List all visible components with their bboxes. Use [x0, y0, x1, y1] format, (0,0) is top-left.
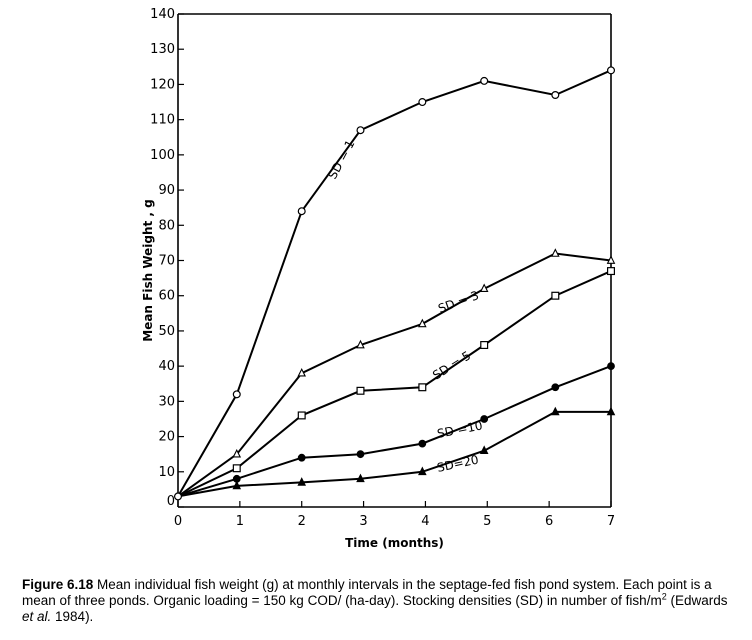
x-tick-label: 3	[359, 514, 367, 529]
line-chart: 10 20 30 40 50 60 70 80 90 100 110 120 130 140 0 0 1 2 3 4 5…	[141, 7, 616, 550]
data-point	[174, 492, 183, 501]
data-point	[551, 248, 560, 257]
caption-year: 1984).	[51, 609, 94, 624]
caption-text: Mean individual fish weight (g) at month…	[22, 577, 712, 608]
x-axis-title: Time (months)	[345, 536, 444, 550]
data-point	[606, 255, 616, 264]
series-label: SD=20	[436, 452, 480, 474]
caption-label: Figure 6.18	[22, 577, 94, 592]
data-point	[607, 362, 615, 371]
series-group	[174, 66, 616, 501]
data-point	[418, 318, 427, 328]
data-point	[551, 383, 560, 392]
data-point	[606, 66, 615, 75]
series-line	[177, 410, 611, 498]
data-point	[551, 90, 560, 99]
data-point	[480, 341, 489, 350]
y-tick-label: 20	[158, 430, 175, 445]
labels: SD = 1 SD = 3 SD = 5 SD =10 SD=20	[325, 138, 483, 475]
x-tick-label: 0	[174, 514, 182, 529]
data-point	[297, 207, 306, 216]
y-tick-label: 70	[158, 254, 175, 269]
y-tick-label: 60	[158, 289, 175, 304]
caption-italic: et al.	[22, 609, 52, 624]
y-axis-title: Mean Fish Weight , g	[141, 199, 155, 342]
series-label: SD = 1	[325, 138, 357, 182]
data-point	[606, 267, 615, 276]
series-line	[177, 252, 612, 498]
y-tick-label: 110	[150, 113, 175, 128]
series-line	[177, 365, 612, 498]
data-point	[297, 453, 306, 462]
x-tick-label: 7	[607, 514, 615, 529]
data-point	[356, 473, 365, 483]
series-label: SD = 5	[430, 348, 473, 382]
data-point	[297, 477, 307, 486]
series-4	[177, 362, 615, 498]
data-point	[551, 291, 560, 300]
data-point	[297, 367, 307, 377]
series-line	[177, 270, 612, 498]
data-point	[418, 466, 427, 476]
y-tick-label: 30	[158, 394, 175, 409]
y-tick-label: 40	[158, 359, 175, 374]
y-tick-label: 140	[150, 7, 175, 22]
figure-caption: Figure 6.18 Mean individual fish weight …	[22, 577, 742, 625]
data-point	[479, 445, 489, 455]
x-tick-label: 6	[545, 514, 553, 529]
data-point	[418, 98, 427, 107]
data-point	[480, 415, 489, 423]
data-point	[480, 76, 489, 85]
data-point	[356, 386, 365, 395]
y-tick-label: 0	[167, 494, 175, 509]
data-point	[232, 480, 242, 490]
data-point	[232, 390, 241, 399]
y-tick-label: 80	[158, 218, 175, 233]
data-point	[356, 126, 365, 135]
x-tick-label: 2	[298, 514, 306, 529]
data-point	[551, 406, 560, 416]
data-point	[418, 439, 427, 448]
y-tick-label: 100	[150, 148, 175, 163]
x-tick-label: 4	[421, 514, 429, 529]
data-point	[356, 339, 365, 349]
series-3	[177, 267, 615, 498]
x-tick-label: 5	[483, 514, 491, 529]
data-point	[606, 406, 616, 416]
series-line	[177, 69, 612, 497]
y-tick-label: 50	[158, 324, 175, 339]
y-tick-label: 120	[150, 77, 175, 92]
axes: 10 20 30 40 50 60 70 80 90 100 110 120 130 140 0 0 1 2 3 4 5…	[141, 7, 615, 550]
x-tick-label: 1	[236, 514, 244, 529]
data-point	[479, 283, 489, 293]
data-point	[232, 464, 241, 473]
series-label: SD = 3	[436, 288, 480, 316]
data-point	[356, 450, 365, 459]
caption-citation: (Edwards	[666, 593, 728, 608]
series-2	[177, 248, 616, 498]
data-point	[297, 411, 306, 420]
caption-superscript: 2	[661, 591, 667, 602]
y-tick-label: 130	[150, 42, 175, 57]
y-tick-label: 90	[158, 183, 175, 198]
y-tick-label: 10	[158, 465, 175, 480]
series-1	[177, 66, 615, 497]
data-point	[418, 383, 427, 392]
series-5	[174, 406, 616, 501]
series-label: SD =10	[436, 418, 484, 441]
data-point	[232, 448, 242, 458]
